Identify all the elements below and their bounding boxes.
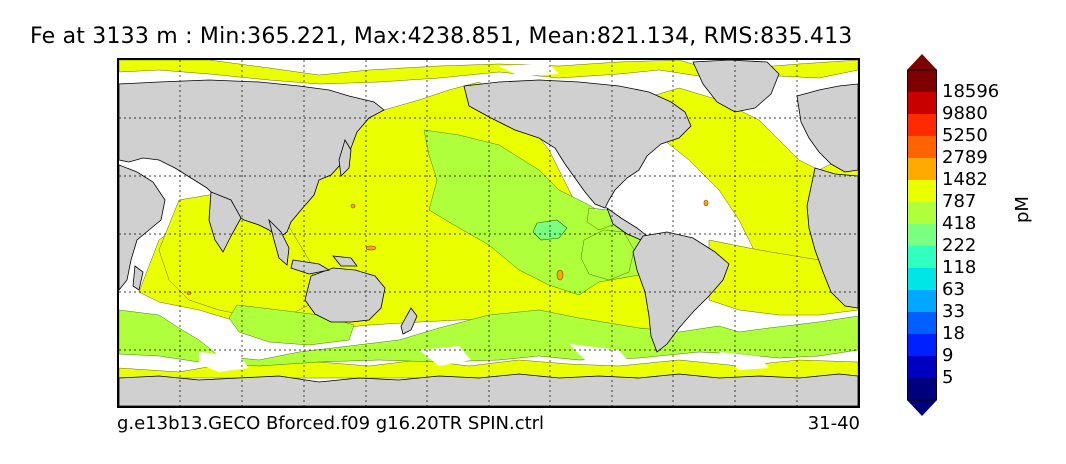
colorbar-tick-label: 18 — [942, 323, 965, 344]
colorbar-tick-label: 2789 — [942, 147, 988, 168]
years-label: 31-40 — [807, 413, 860, 434]
case-name-label: g.e13b13.GECO Bforced.f09 g16.20TR SPIN.… — [117, 413, 545, 434]
colorbar-tick-label: 33 — [942, 301, 965, 322]
colorbar-cell — [907, 180, 937, 203]
colorbar-cell — [907, 202, 937, 225]
colorbar-tick-label: 5 — [942, 367, 954, 388]
plot-title: Fe at 3133 m : Min:365.221, Max:4238.851… — [30, 24, 853, 49]
world-map — [117, 58, 860, 408]
colorbar-tick-label: 118 — [942, 257, 977, 278]
colorbar-cell — [907, 290, 937, 313]
colorbar-tick-label: 222 — [942, 235, 977, 256]
colorbar-tick-label: 63 — [942, 279, 965, 300]
colorbar-tick-label: 9880 — [942, 103, 988, 124]
colorbar-cell — [907, 268, 937, 291]
colorbar-cell — [907, 158, 937, 181]
colorbar-tick-label: 18596 — [942, 81, 1000, 102]
colorbar-cell — [907, 312, 937, 335]
colorbar-tick-label: 1482 — [942, 169, 988, 190]
colorbar-cell — [907, 378, 937, 401]
ocean-orange-spots — [186, 199, 709, 295]
colorbar-units-label: pM — [1012, 196, 1033, 223]
colorbar-cell — [907, 70, 937, 93]
graticule — [119, 60, 858, 406]
colorbar-tick-label: 787 — [942, 191, 977, 212]
colorbar-cell — [907, 92, 937, 115]
colorbar-tick-labels: 18596 9880 5250 2789 1482 787 418 222 118 63 33 18 9… — [942, 70, 1022, 390]
colorbar-cell — [907, 356, 937, 379]
colorbar-cell — [907, 224, 937, 247]
colorbar-cell — [907, 114, 937, 137]
colorbar-cell — [907, 136, 937, 159]
colorbar-cell — [907, 334, 937, 357]
missing-data — [199, 64, 769, 372]
colorbar-cell — [907, 246, 937, 269]
colorbar-tick-label: 9 — [942, 345, 954, 366]
colorbar — [907, 54, 937, 416]
colorbar-tick-label: 5250 — [942, 125, 988, 146]
colorbar-tick-label: 418 — [942, 213, 977, 234]
